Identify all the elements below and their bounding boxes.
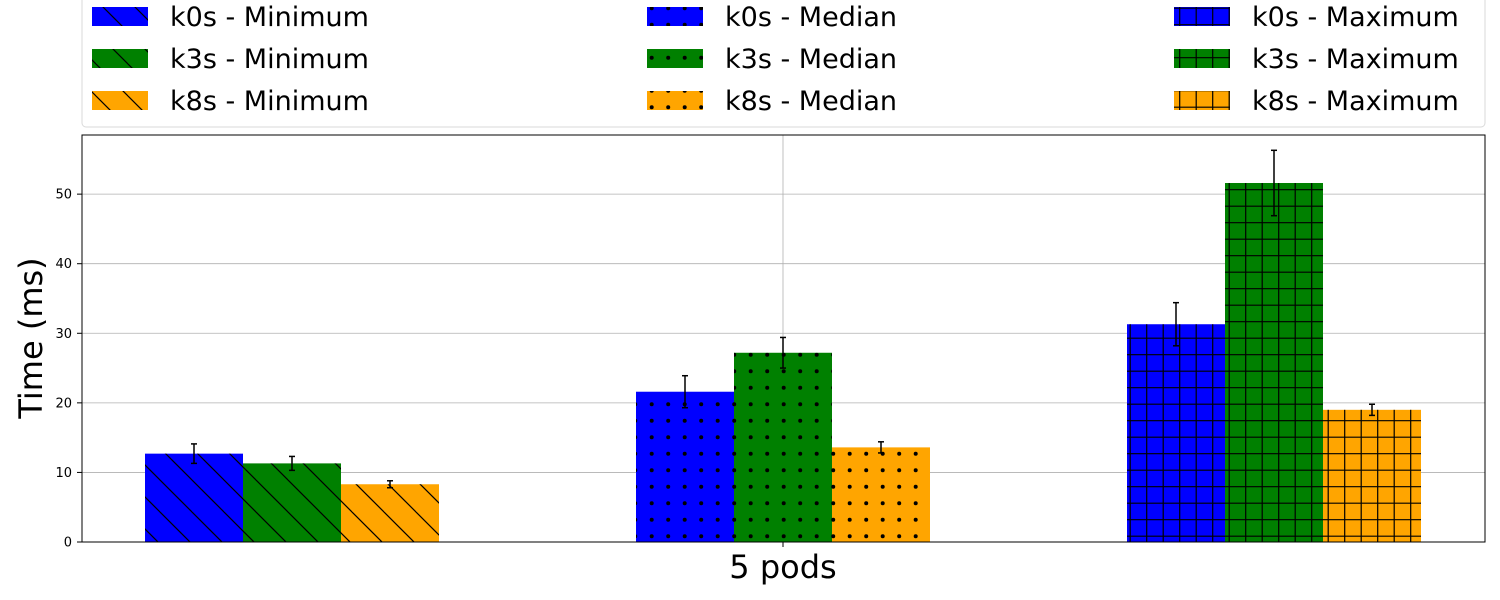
legend-swatch-hatch: [92, 49, 148, 68]
bar-hatch: [832, 447, 930, 542]
legend-swatch-hatch: [92, 91, 148, 110]
bars-layer: [145, 183, 1421, 542]
bar-hatch: [243, 463, 341, 542]
bar-hatch: [1323, 409, 1421, 542]
bar-hatch: [636, 391, 734, 542]
y-tick-label: 50: [55, 188, 72, 203]
x-axis: 5 pods: [729, 542, 837, 586]
y-tick-label: 0: [64, 536, 72, 551]
bar-hatch: [1225, 183, 1323, 542]
legend-swatch-hatch: [647, 91, 703, 110]
y-tick-label: 20: [55, 396, 72, 411]
legend-label: k0s - Maximum: [1252, 2, 1459, 33]
y-tick-label: 10: [55, 466, 72, 481]
legend-label: k3s - Median: [725, 44, 897, 75]
legend-label: k0s - Median: [725, 2, 897, 33]
y-tick-label: 40: [55, 257, 72, 272]
legend-swatch-hatch: [1174, 91, 1230, 110]
legend-swatch-hatch: [92, 7, 148, 26]
legend-frame: [81, 0, 1486, 128]
y-axis-label: Time (ms): [12, 257, 50, 419]
legend-label: k8s - Maximum: [1252, 86, 1459, 117]
x-tick-label: 5 pods: [729, 548, 836, 586]
bar-hatch: [1127, 324, 1225, 542]
legend-label: k0s - Minimum: [170, 2, 369, 33]
legend: k0s - Minimum k3s - Minimum k8s - Minimum k…: [81, 0, 1486, 128]
legend-label: k8s - Median: [725, 86, 897, 117]
y-tick-label: 30: [55, 327, 72, 342]
bar-hatch: [734, 352, 832, 542]
legend-swatch-hatch: [647, 7, 703, 26]
legend-swatch-hatch: [647, 49, 703, 68]
error-bars-layer: [191, 149, 1375, 489]
legend-swatch-hatch: [1174, 49, 1230, 68]
legend-label: k8s - Minimum: [170, 86, 369, 117]
legend-label: k3s - Minimum: [170, 44, 369, 75]
legend-label: k3s - Maximum: [1252, 44, 1459, 75]
bar-hatch: [145, 453, 243, 542]
bar-hatch: [341, 484, 439, 542]
legend-swatch-hatch: [1174, 7, 1230, 26]
y-axis: 0 10 20 30 40 50: [55, 188, 82, 551]
